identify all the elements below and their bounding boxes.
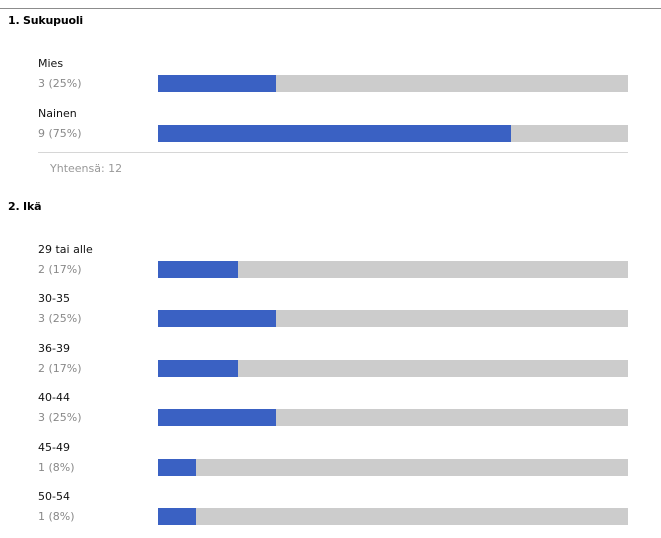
option-label: 30-35 bbox=[38, 292, 70, 305]
total-count: Yhteensä: 12 bbox=[50, 162, 123, 175]
bar-fill bbox=[158, 125, 511, 142]
bar-fill bbox=[158, 459, 196, 476]
question-title-sukupuoli: 1. Sukupuoli bbox=[8, 14, 83, 27]
bar-track bbox=[158, 360, 628, 377]
option-count: 2 (17%) bbox=[38, 362, 82, 375]
result-row-mies: Mies 3 (25%) bbox=[0, 57, 661, 105]
option-count: 9 (75%) bbox=[38, 127, 82, 140]
option-label: Mies bbox=[38, 57, 64, 70]
result-row-50-54: 50-54 1 (8%) bbox=[0, 490, 661, 538]
top-divider bbox=[0, 8, 661, 9]
bar-track bbox=[158, 508, 628, 525]
bar-track bbox=[158, 261, 628, 278]
option-count: 1 (8%) bbox=[38, 461, 75, 474]
option-label: 29 tai alle bbox=[38, 243, 93, 256]
result-row-29-tai-alle: 29 tai alle 2 (17%) bbox=[0, 243, 661, 291]
bar-fill bbox=[158, 261, 238, 278]
option-count: 1 (8%) bbox=[38, 510, 75, 523]
bar-fill bbox=[158, 75, 276, 92]
option-count: 3 (25%) bbox=[38, 312, 82, 325]
bar-track bbox=[158, 310, 628, 327]
result-row-nainen: Nainen 9 (75%) bbox=[0, 107, 661, 155]
bar-fill bbox=[158, 360, 238, 377]
result-row-45-49: 45-49 1 (8%) bbox=[0, 441, 661, 489]
result-row-40-44: 40-44 3 (25%) bbox=[0, 391, 661, 439]
bar-fill bbox=[158, 508, 196, 525]
question-title-ika: 2. Ikä bbox=[8, 200, 42, 213]
bar-track bbox=[158, 125, 628, 142]
result-row-30-35: 30-35 3 (25%) bbox=[0, 292, 661, 340]
result-row-36-39: 36-39 2 (17%) bbox=[0, 342, 661, 390]
option-label: 36-39 bbox=[38, 342, 70, 355]
bar-track bbox=[158, 409, 628, 426]
option-count: 3 (25%) bbox=[38, 411, 82, 424]
option-label: 45-49 bbox=[38, 441, 70, 454]
bar-track bbox=[158, 75, 628, 92]
option-label: 40-44 bbox=[38, 391, 70, 404]
option-count: 2 (17%) bbox=[38, 263, 82, 276]
bar-fill bbox=[158, 409, 276, 426]
option-label: Nainen bbox=[38, 107, 77, 120]
bar-fill bbox=[158, 310, 276, 327]
bar-track bbox=[158, 459, 628, 476]
option-label: 50-54 bbox=[38, 490, 70, 503]
total-divider bbox=[38, 152, 628, 153]
option-count: 3 (25%) bbox=[38, 77, 82, 90]
